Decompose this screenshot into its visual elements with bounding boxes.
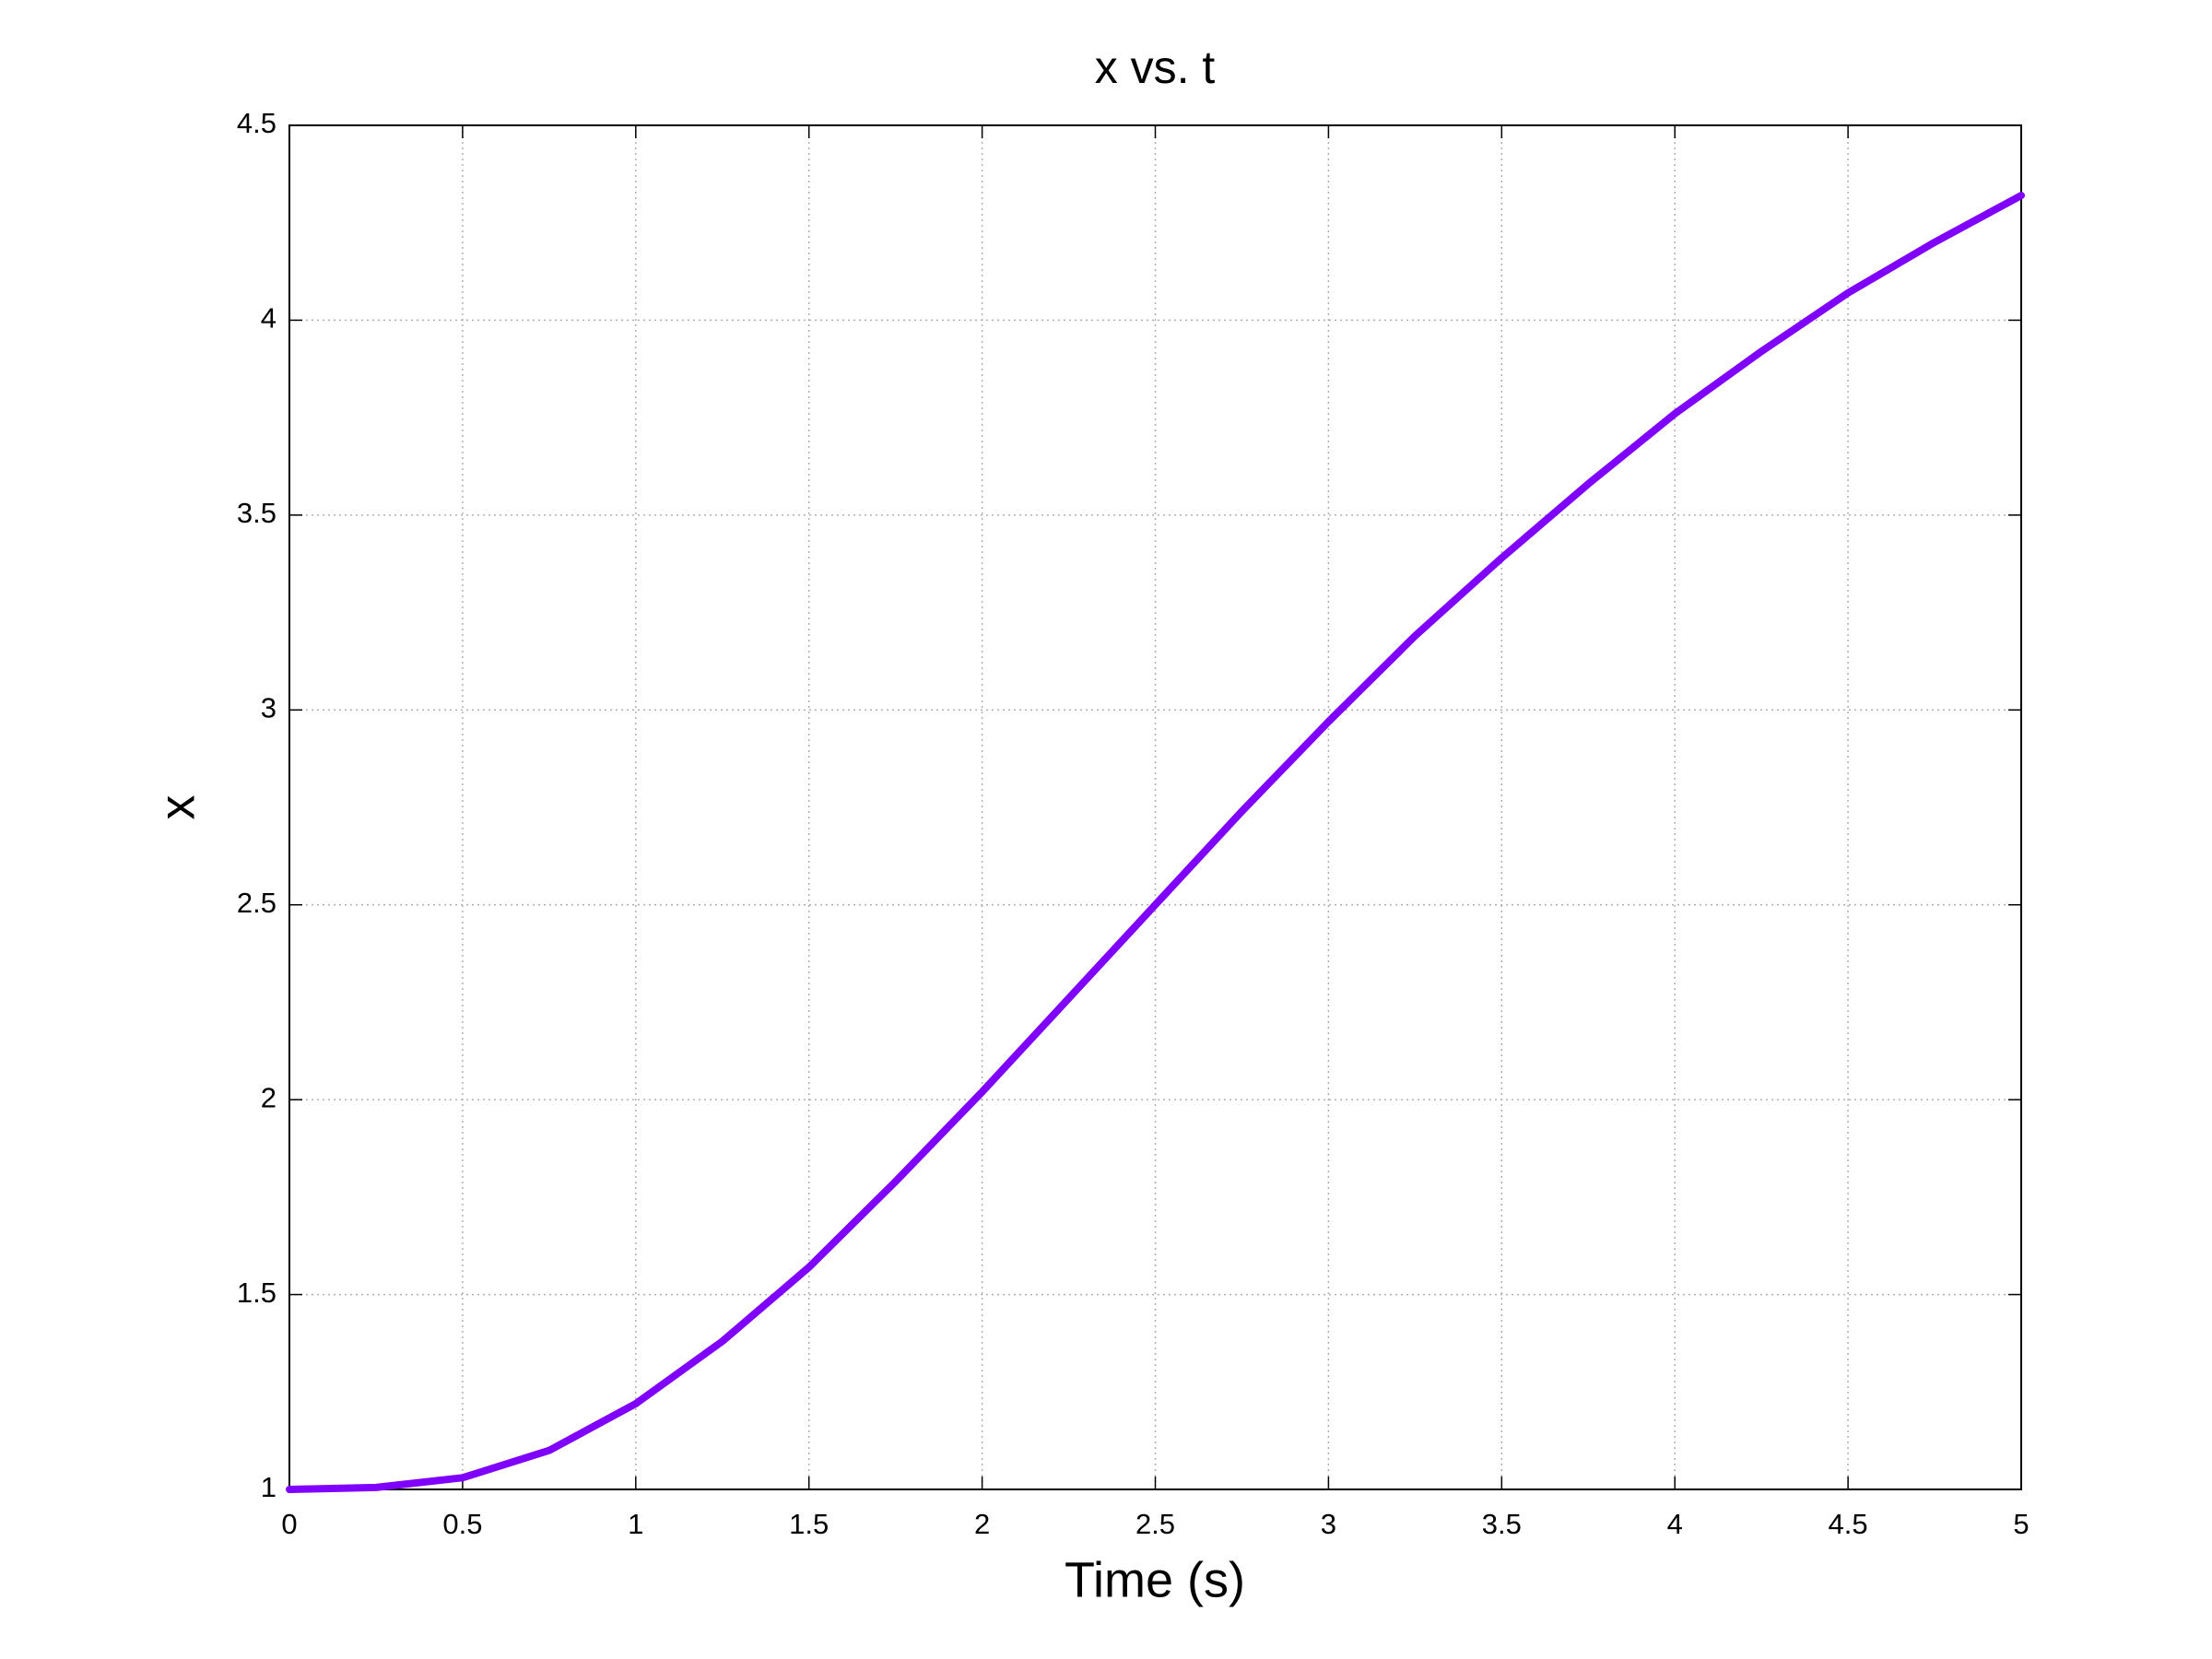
x-tick-label: 3	[1321, 1508, 1336, 1540]
y-tick-label: 3	[261, 691, 276, 724]
y-tick-label: 1.5	[237, 1277, 276, 1309]
x-tick-label: 0	[281, 1508, 297, 1540]
x-tick-label: 1.5	[789, 1508, 829, 1540]
y-tick-label: 4	[261, 302, 276, 335]
x-tick-label: 4	[1667, 1508, 1683, 1540]
x-axis-label: Time (s)	[1065, 1552, 1245, 1607]
x-tick-label: 0.5	[442, 1508, 482, 1540]
x-tick-label: 2	[974, 1508, 990, 1540]
y-tick-label: 3.5	[237, 497, 276, 529]
data-line	[286, 192, 2025, 1493]
y-axis-label: x	[149, 795, 205, 820]
y-tick-label: 4.5	[237, 107, 276, 139]
plot-frame	[288, 124, 2022, 1490]
x-tick-label: 5	[2013, 1508, 2029, 1540]
x-tick-label: 2.5	[1135, 1508, 1175, 1540]
y-tick-label: 2	[261, 1081, 276, 1113]
x-tick-label: 4.5	[1829, 1508, 1868, 1540]
y-tick-label: 2.5	[237, 887, 276, 919]
y-tick-label: 1	[261, 1471, 276, 1503]
chart-title: x vs. t	[1095, 41, 1216, 93]
x-tick-label: 3.5	[1482, 1508, 1522, 1540]
x-tick-label: 1	[628, 1508, 643, 1540]
